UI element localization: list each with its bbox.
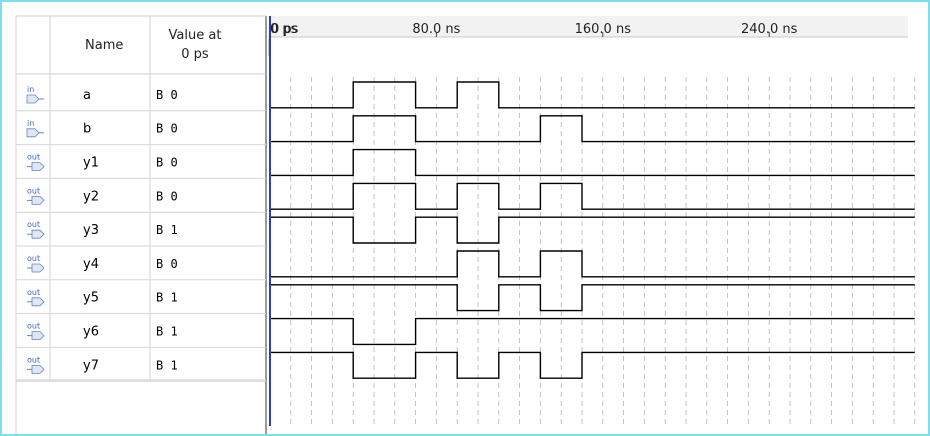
- pin-direction-label: out: [27, 322, 40, 331]
- pin-direction-label: out: [27, 355, 40, 364]
- waveform-b[interactable]: [270, 115, 915, 143]
- header-background: [2, 2, 928, 74]
- pin-direction-label: out: [27, 186, 40, 195]
- waveform-y3[interactable]: [270, 216, 915, 244]
- input-pin-icon: in: [26, 85, 44, 104]
- signal-value: B 0: [156, 88, 178, 102]
- output-pin-icon: out: [27, 322, 45, 341]
- signal-rows: in a B 0 in b B 0 out y1 B 0 out y2 B 0 out y3 B 1 out y…: [16, 85, 266, 382]
- signal-value: B 0: [156, 257, 178, 271]
- pin-direction-label: in: [27, 119, 34, 128]
- signal-name[interactable]: y4: [83, 257, 99, 272]
- ruler-label: 240.0 ns: [741, 22, 798, 37]
- signal-name[interactable]: y1: [83, 156, 99, 171]
- signal-name[interactable]: y7: [83, 358, 99, 373]
- waveform-y5[interactable]: [270, 284, 915, 312]
- pin-shape: [31, 364, 45, 374]
- output-pin-icon: out: [27, 186, 45, 205]
- pin-direction-label: out: [27, 153, 40, 162]
- time-grid: [290, 77, 916, 426]
- pin-shape: [31, 162, 45, 172]
- signal-value: B 0: [156, 156, 178, 170]
- signal-name[interactable]: a: [83, 88, 91, 103]
- ruler-label: 160.0 ns: [575, 22, 632, 37]
- waveform-y4[interactable]: [270, 250, 915, 278]
- pin-shape: [26, 94, 40, 104]
- ruler-label: 0 ps: [271, 22, 299, 37]
- signal-name[interactable]: y6: [83, 325, 99, 340]
- waveform-y2[interactable]: [270, 182, 915, 210]
- signal-name[interactable]: b: [83, 122, 91, 137]
- signal-value: B 1: [156, 223, 178, 237]
- output-pin-icon: out: [27, 288, 45, 307]
- waveforms: [270, 81, 915, 379]
- waveform-y6[interactable]: [270, 317, 915, 346]
- waveform-a[interactable]: [270, 81, 915, 109]
- time-ruler-labels: 0 ps 80.0 ns 160.0 ns 240.0 ns: [271, 22, 798, 37]
- output-pin-icon: out: [27, 254, 45, 273]
- signal-value: B 0: [156, 122, 178, 136]
- pin-direction-label: out: [27, 254, 40, 263]
- value-column-header: Value at: [169, 28, 222, 43]
- output-pin-icon: out: [27, 153, 45, 172]
- pin-direction-label: out: [27, 288, 40, 297]
- name-column-header: Name: [85, 38, 123, 53]
- input-pin-icon: in: [26, 119, 44, 138]
- signal-value: B 1: [156, 358, 178, 372]
- signal-value: B 1: [156, 291, 178, 305]
- time-ruler[interactable]: [268, 16, 908, 37]
- signal-name[interactable]: y5: [83, 291, 99, 306]
- output-pin-icon: out: [27, 355, 45, 374]
- pin-shape: [31, 195, 45, 205]
- signal-value: B 0: [156, 189, 178, 203]
- signal-name[interactable]: y3: [83, 223, 99, 238]
- output-pin-icon: out: [27, 220, 45, 239]
- waveform-y1[interactable]: [270, 148, 915, 177]
- pin-shape: [31, 297, 45, 307]
- pin-shape: [31, 263, 45, 273]
- pin-shape: [31, 229, 45, 239]
- pin-shape: [26, 128, 40, 138]
- pin-direction-label: out: [27, 220, 40, 229]
- ruler-label: 80.0 ns: [412, 22, 460, 37]
- signal-value: B 1: [156, 325, 178, 339]
- signal-name[interactable]: y2: [83, 189, 99, 204]
- value-column-header-time: 0 ps: [181, 47, 209, 62]
- cursor-time-label: 0 ps: [270, 22, 298, 37]
- waveform-y7[interactable]: [270, 351, 915, 379]
- pin-direction-label: in: [27, 85, 34, 94]
- pin-shape: [31, 331, 45, 341]
